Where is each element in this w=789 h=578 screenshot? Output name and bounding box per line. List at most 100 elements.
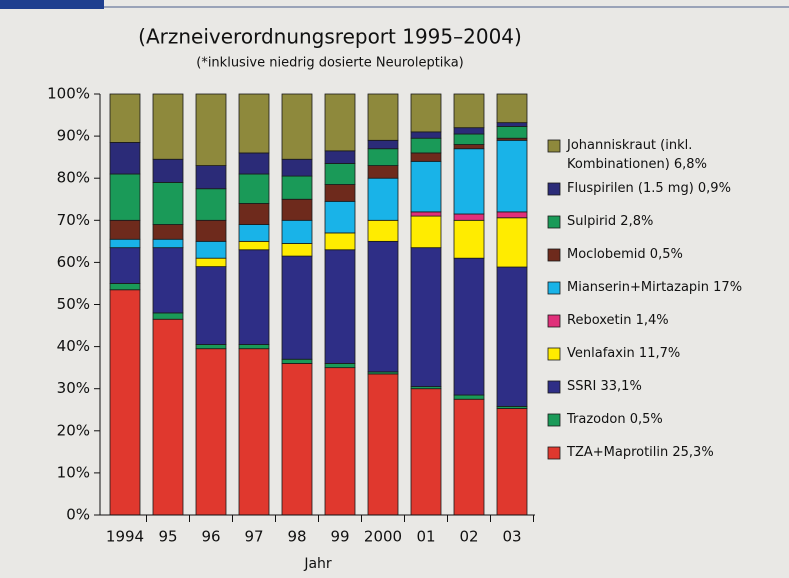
bar-segment [281, 363, 313, 516]
chart-subtitle: (*inklusive niedrig dosierte Neuroleptik… [196, 56, 464, 71]
bar-segment [496, 93, 528, 124]
bar-segment [410, 388, 442, 516]
bar-segment [152, 93, 184, 160]
legend-swatch [547, 215, 561, 229]
legend-label: Mianserin+Mirtazapin 17% [567, 280, 743, 295]
bar-segment [152, 182, 184, 225]
bar-segment [453, 398, 485, 516]
bar-segment [324, 367, 356, 516]
bar-segment [496, 217, 528, 268]
bar-segment [281, 255, 313, 360]
bar-segment [195, 344, 227, 350]
bar-segment [453, 144, 485, 150]
bar-segment [195, 240, 227, 259]
legend-swatch [547, 281, 561, 295]
legend-label: Johanniskraut (inkl. Kombinationen) 6,8% [567, 138, 707, 172]
bar-segment [324, 163, 356, 185]
bar-segment [324, 249, 356, 364]
bar-segment [195, 165, 227, 190]
bar-segment [410, 247, 442, 387]
y-tick-label: 80% [57, 169, 90, 187]
x-axis-label: Jahr [303, 556, 332, 572]
bar-segment [496, 126, 528, 139]
legend-label: Reboxetin 1,4% [567, 313, 669, 328]
bar-segment [496, 408, 528, 516]
bar-segment [496, 211, 528, 219]
bar-segment [109, 238, 141, 249]
bar-segment [453, 93, 485, 129]
bar-segment [324, 200, 356, 234]
bar-segment [453, 257, 485, 396]
y-tick-label: 20% [57, 421, 90, 439]
bar-segment [367, 177, 399, 221]
bar-segment [238, 240, 270, 251]
bar-segment [152, 158, 184, 183]
x-tick-label: 03 [502, 528, 521, 546]
bar-segment [410, 131, 442, 139]
bar-segment [281, 175, 313, 200]
legend-swatch [547, 314, 561, 328]
bar-segment [324, 93, 356, 152]
y-tick-label: 70% [57, 211, 90, 229]
header-line [104, 6, 789, 8]
bar-segment [281, 198, 313, 221]
bar-segment [109, 173, 141, 221]
bar-segment [109, 289, 141, 516]
bar-segment [152, 247, 184, 314]
legend-label: Venlafaxin 11,7% [567, 346, 681, 361]
bar-segment [281, 358, 313, 364]
bar-segment [410, 160, 442, 213]
bar-segment [195, 188, 227, 221]
legend-swatch [547, 380, 561, 394]
legend-label: Moclobemid 0,5% [567, 247, 683, 262]
x-tick-label: 98 [287, 528, 306, 546]
bar-segment [238, 348, 270, 516]
x-tick-label: 01 [416, 528, 435, 546]
bar-segment [238, 224, 270, 242]
bar-segment [410, 93, 442, 133]
bar-segment [152, 224, 184, 240]
y-tick-label: 50% [57, 295, 90, 313]
chart-title: (Arzneiverordnungsreport 1995–2004) [138, 25, 522, 49]
bar-segment [152, 318, 184, 516]
bar-segment [496, 266, 528, 407]
bar-segment [109, 93, 141, 143]
bar-segment [152, 312, 184, 320]
bar-segment [195, 348, 227, 516]
legend-label: Fluspirilen (1.5 mg) 0,9% [567, 181, 731, 196]
x-tick-label: 02 [459, 528, 478, 546]
y-tick-label: 90% [57, 127, 90, 145]
x-tick-label: 2000 [364, 528, 402, 546]
y-tick-label: 40% [57, 337, 90, 355]
x-tick-label: 96 [201, 528, 220, 546]
bar-segment [238, 173, 270, 204]
bar-segment [281, 93, 313, 160]
bar-segment [410, 137, 442, 154]
bar-segment [195, 257, 227, 268]
bar-segment [152, 238, 184, 249]
bar-segment [367, 148, 399, 166]
bar-segment [410, 152, 442, 162]
legend-swatch [547, 446, 561, 460]
legend-swatch [547, 248, 561, 262]
legend-swatch [547, 347, 561, 361]
x-tick-label: 95 [158, 528, 177, 546]
bar-segment [367, 93, 399, 141]
bar-segment [453, 394, 485, 400]
bar-segment [453, 219, 485, 259]
bar-segment [453, 213, 485, 221]
bar-segment [195, 266, 227, 345]
bar-segment [281, 158, 313, 177]
legend-label: Sulpirid 2,8% [567, 214, 654, 229]
bar-segment [324, 232, 356, 251]
legend-label: Trazodon 0,5% [567, 412, 663, 427]
legend-label: TZA+Maprotilin 25,3% [567, 445, 714, 460]
bar-segment [109, 142, 141, 175]
bar-segment [195, 93, 227, 166]
bar-segment [453, 133, 485, 145]
bar-segment [109, 247, 141, 284]
bar-segment [324, 363, 356, 369]
bar-segment [453, 127, 485, 135]
